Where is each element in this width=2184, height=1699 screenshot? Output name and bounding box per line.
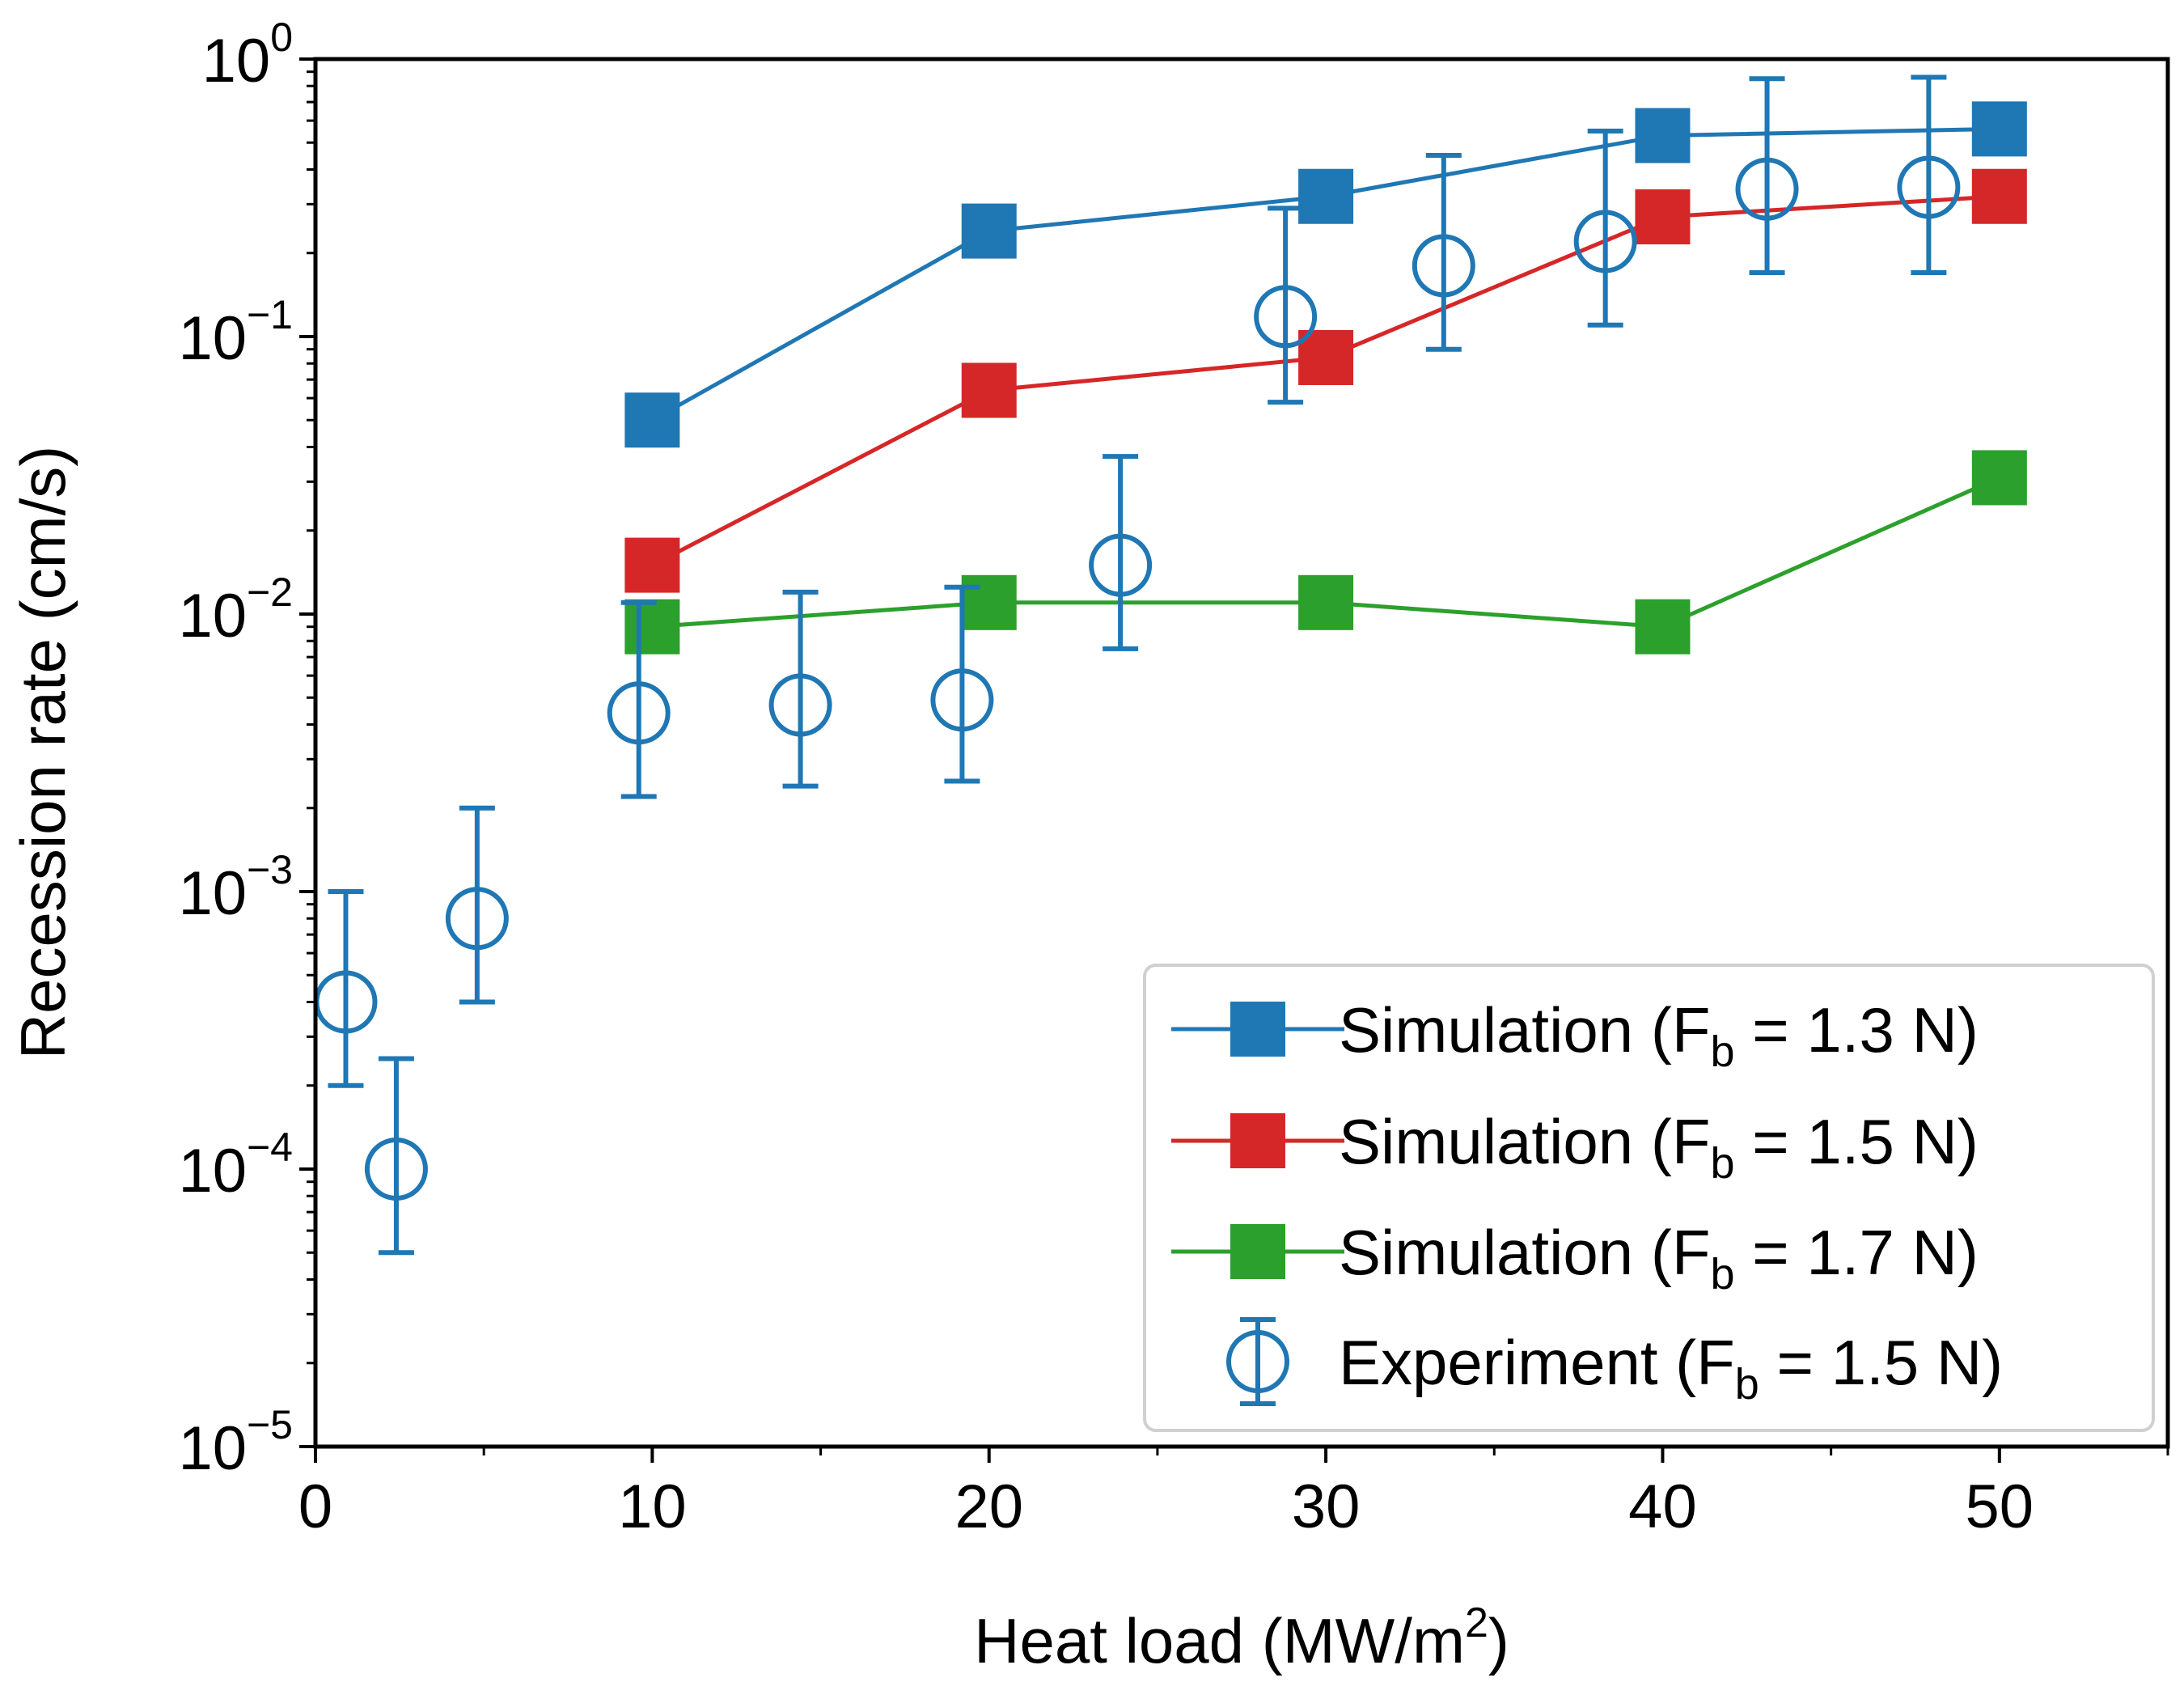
y-tick-label-base: 10 (178, 582, 247, 650)
y-tick-label-base: 10 (202, 27, 271, 95)
data-point-square (961, 203, 1017, 259)
x-tick-label: 0 (298, 1472, 332, 1541)
y-tick-label: 10−3 (178, 847, 293, 928)
x-axis-title-sup: 2 (1465, 1599, 1488, 1646)
y-tick-label: 10−4 (178, 1125, 293, 1205)
legend-label-tail: = 1.5 N) (1759, 1327, 2003, 1398)
legend: Simulation (Fb = 1.3 N)Simulation (Fb = … (1143, 964, 2155, 1432)
plot-frame (313, 57, 2170, 1449)
y-tick-label-exponent: −3 (247, 847, 293, 892)
legend-marker-square (1230, 1113, 1285, 1168)
x-axis-title: Heat load (MW/m2) (974, 1599, 1509, 1676)
data-point-square (961, 362, 1017, 418)
series-3 (624, 450, 2027, 655)
legend-box (1143, 964, 2155, 1432)
data-point-square (1635, 108, 1691, 163)
data-point-square (1298, 329, 1354, 385)
legend-label-subscript: b (1735, 1360, 1759, 1409)
data-point-square (961, 574, 1017, 630)
legend-label-tail: = 1.3 N) (1735, 994, 1979, 1066)
y-tick-label-exponent: 0 (270, 15, 293, 60)
data-point-circle (1254, 285, 1318, 349)
legend-label: Experiment (Fb = 1.5 N) (1339, 1327, 2003, 1409)
data-point-circle (1735, 157, 1799, 221)
legend-label-main: Experiment (F (1339, 1327, 1735, 1398)
x-axis-title-main: Heat load (MW/m (974, 1605, 1465, 1676)
data-point-circle (1897, 155, 1961, 219)
data-point-circle (445, 887, 509, 951)
legend-marker-circle (1226, 1330, 1289, 1393)
y-tick-label: 10−5 (178, 1402, 293, 1483)
data-point-circle (1412, 234, 1475, 298)
y-tick-label-exponent: −5 (247, 1402, 293, 1447)
legend-label: Simulation (Fb = 1.5 N) (1339, 1106, 1979, 1188)
data-point-square (1971, 168, 2027, 224)
x-axis-title-tail: ) (1488, 1605, 1509, 1676)
data-point-circle (768, 673, 832, 737)
y-tick-label: 100 (202, 15, 293, 95)
y-tick-label-base: 10 (178, 1414, 247, 1483)
legend-entry-3: Simulation (Fb = 1.7 N) (1171, 1217, 1979, 1299)
data-point-square (1971, 101, 2027, 157)
legend-label: Simulation (Fb = 1.3 N) (1339, 994, 1979, 1076)
data-point-square (1971, 450, 2027, 506)
data-point-circle (607, 681, 671, 745)
data-point-square (1298, 168, 1354, 224)
data-point-square (624, 599, 680, 655)
legend-label-subscript: b (1710, 1027, 1734, 1076)
series-2 (624, 168, 2027, 593)
axis-labels: Heat load (MW/m2) Recession rate (cm/s) (7, 446, 1509, 1676)
data-point-circle (930, 668, 994, 732)
y-tick-label-exponent: −4 (247, 1125, 293, 1170)
legend-label-main: Simulation (F (1339, 1217, 1710, 1288)
legend-label: Simulation (Fb = 1.7 N) (1339, 1217, 1979, 1299)
series-1 (624, 101, 2027, 448)
legend-entry-2: Simulation (Fb = 1.5 N) (1171, 1106, 1979, 1188)
data-point-square (624, 392, 680, 448)
x-tick-label: 10 (618, 1472, 687, 1541)
data-point-square (624, 537, 680, 593)
legend-label-subscript: b (1710, 1139, 1734, 1188)
y-tick-label-exponent: −2 (247, 570, 293, 615)
legend-marker-square (1230, 1002, 1285, 1057)
legend-label-main: Simulation (F (1339, 1106, 1710, 1177)
data-point-circle (1089, 533, 1153, 597)
legend-label-tail: = 1.5 N) (1735, 1106, 1979, 1177)
y-tick-label: 10−1 (178, 292, 293, 373)
data-point-square (1635, 189, 1691, 245)
legend-entry-4: Experiment (Fb = 1.5 N) (1226, 1317, 2003, 1409)
y-tick-label-base: 10 (178, 1137, 247, 1205)
y-tick-label-base: 10 (178, 859, 247, 928)
legend-marker-square (1230, 1224, 1285, 1279)
x-tick-label: 50 (1966, 1472, 2034, 1541)
x-tick-label: 30 (1292, 1472, 1361, 1541)
legend-entry-1: Simulation (Fb = 1.3 N) (1171, 994, 1979, 1076)
series-4 (314, 74, 1961, 1256)
y-axis-title: Recession rate (cm/s) (7, 446, 78, 1060)
legend-label-main: Simulation (F (1339, 994, 1710, 1066)
y-tick-label-exponent: −1 (247, 292, 293, 337)
legend-label-tail: = 1.7 N) (1735, 1217, 1979, 1288)
x-tick-label: 40 (1628, 1472, 1697, 1541)
data-point-square (1635, 599, 1691, 655)
plot-marks (314, 74, 2027, 1256)
data-point-circle (364, 1138, 428, 1201)
y-tick-label-base: 10 (178, 304, 247, 373)
y-tick-label: 10−2 (178, 570, 293, 650)
data-point-circle (1573, 210, 1637, 273)
x-tick-label: 20 (954, 1472, 1023, 1541)
legend-label-subscript: b (1710, 1250, 1734, 1299)
data-point-square (1298, 574, 1354, 630)
